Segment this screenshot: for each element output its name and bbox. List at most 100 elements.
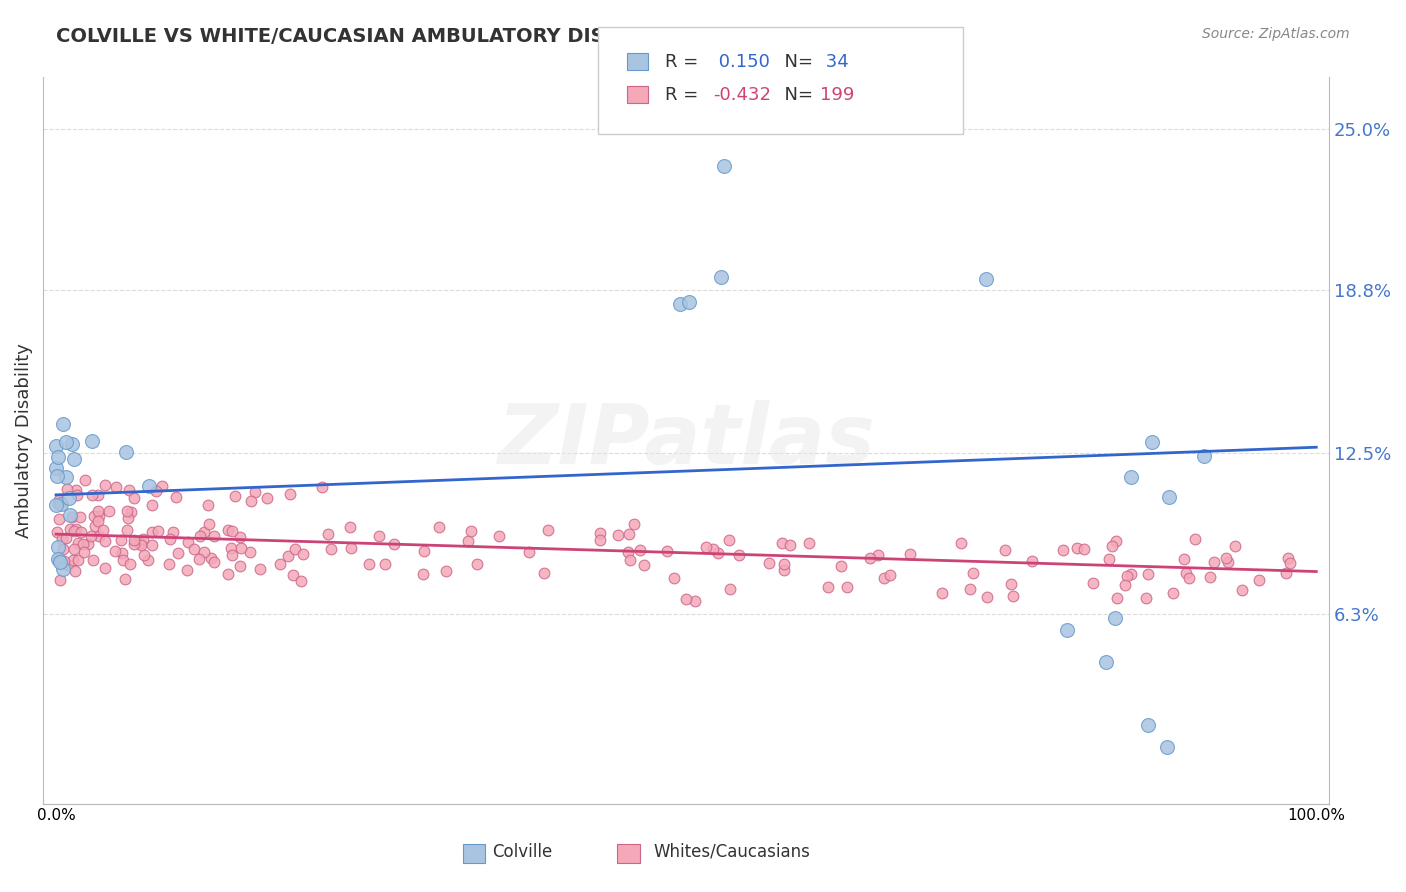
Point: [873, 571, 896, 585]
Point: [75, 473, 97, 487]
Point: [122, 491, 145, 505]
Point: [1136, 718, 1159, 732]
Point: [83, 518, 105, 533]
Point: [1137, 567, 1160, 582]
Point: [219, 541, 242, 555]
Point: [60, 509, 83, 524]
Point: [249, 562, 271, 576]
Point: [91, 524, 114, 538]
Point: [976, 271, 998, 285]
Point: [460, 524, 482, 538]
Point: [89, 528, 111, 542]
Point: [229, 558, 252, 573]
Point: [141, 499, 163, 513]
Point: [713, 159, 735, 173]
Point: [1277, 551, 1299, 566]
Point: [115, 523, 138, 537]
Point: [1097, 552, 1119, 566]
Point: [45, 524, 67, 539]
Point: [1249, 573, 1271, 587]
Point: [866, 548, 889, 562]
Point: [1202, 555, 1225, 569]
Point: [63, 524, 86, 539]
Point: [879, 567, 901, 582]
Point: [56, 482, 79, 496]
Point: [104, 544, 127, 558]
Point: [678, 295, 700, 310]
Point: [111, 546, 134, 560]
Text: ZIPatlas: ZIPatlas: [498, 400, 875, 481]
Point: [105, 480, 128, 494]
Point: [132, 533, 155, 547]
Point: [165, 490, 187, 504]
Point: [859, 551, 882, 566]
Point: [1230, 582, 1253, 597]
Point: [655, 544, 678, 558]
Point: [1105, 591, 1128, 605]
Point: [67, 553, 90, 567]
Text: N=: N=: [773, 87, 820, 104]
Y-axis label: Ambulatory Disability: Ambulatory Disability: [15, 343, 32, 538]
Text: COLVILLE VS WHITE/CAUCASIAN AMBULATORY DISABILITY CORRELATION CHART: COLVILLE VS WHITE/CAUCASIAN AMBULATORY D…: [56, 27, 929, 45]
Point: [221, 524, 243, 538]
Point: [93, 478, 115, 492]
Point: [616, 545, 638, 559]
Point: [136, 553, 159, 567]
Point: [290, 574, 312, 588]
Text: Source: ZipAtlas.com: Source: ZipAtlas.com: [1202, 27, 1350, 41]
Point: [129, 538, 152, 552]
Point: [1216, 555, 1239, 569]
Point: [695, 540, 717, 554]
Point: [427, 520, 450, 534]
Point: [589, 526, 612, 541]
Point: [413, 544, 436, 558]
Point: [200, 551, 222, 566]
Point: [817, 580, 839, 594]
Point: [1095, 655, 1118, 669]
Text: R =: R =: [665, 87, 704, 104]
Point: [339, 519, 361, 533]
Point: [1275, 566, 1298, 580]
Point: [1101, 539, 1123, 553]
Point: [46, 553, 69, 567]
Text: R =: R =: [665, 54, 704, 71]
Point: [66, 536, 89, 550]
Point: [60, 436, 83, 450]
Text: 199: 199: [820, 87, 853, 104]
Point: [52, 541, 75, 556]
Point: [52, 562, 75, 576]
Point: [197, 498, 219, 512]
Point: [1135, 591, 1157, 606]
Point: [115, 504, 138, 518]
Point: [65, 522, 87, 536]
Point: [1199, 570, 1222, 584]
Point: [62, 552, 84, 566]
Point: [66, 488, 89, 502]
Point: [718, 582, 741, 596]
Point: [55, 435, 77, 450]
Point: [1156, 739, 1178, 754]
Point: [48, 511, 70, 525]
Point: [202, 529, 225, 543]
Point: [1104, 611, 1126, 625]
Point: [758, 556, 780, 570]
Point: [382, 537, 405, 551]
Point: [49, 497, 72, 511]
Point: [717, 533, 740, 547]
Point: [1000, 577, 1022, 591]
Point: [114, 445, 136, 459]
Point: [949, 536, 972, 550]
Point: [80, 434, 103, 449]
Point: [702, 542, 724, 557]
Point: [239, 545, 262, 559]
Point: [1215, 550, 1237, 565]
Point: [63, 564, 86, 578]
Point: [962, 566, 984, 580]
Text: N=: N=: [773, 54, 820, 71]
Point: [83, 509, 105, 524]
Point: [280, 487, 302, 501]
Point: [1178, 571, 1201, 585]
Point: [931, 585, 953, 599]
Point: [190, 529, 212, 543]
Point: [517, 545, 540, 559]
